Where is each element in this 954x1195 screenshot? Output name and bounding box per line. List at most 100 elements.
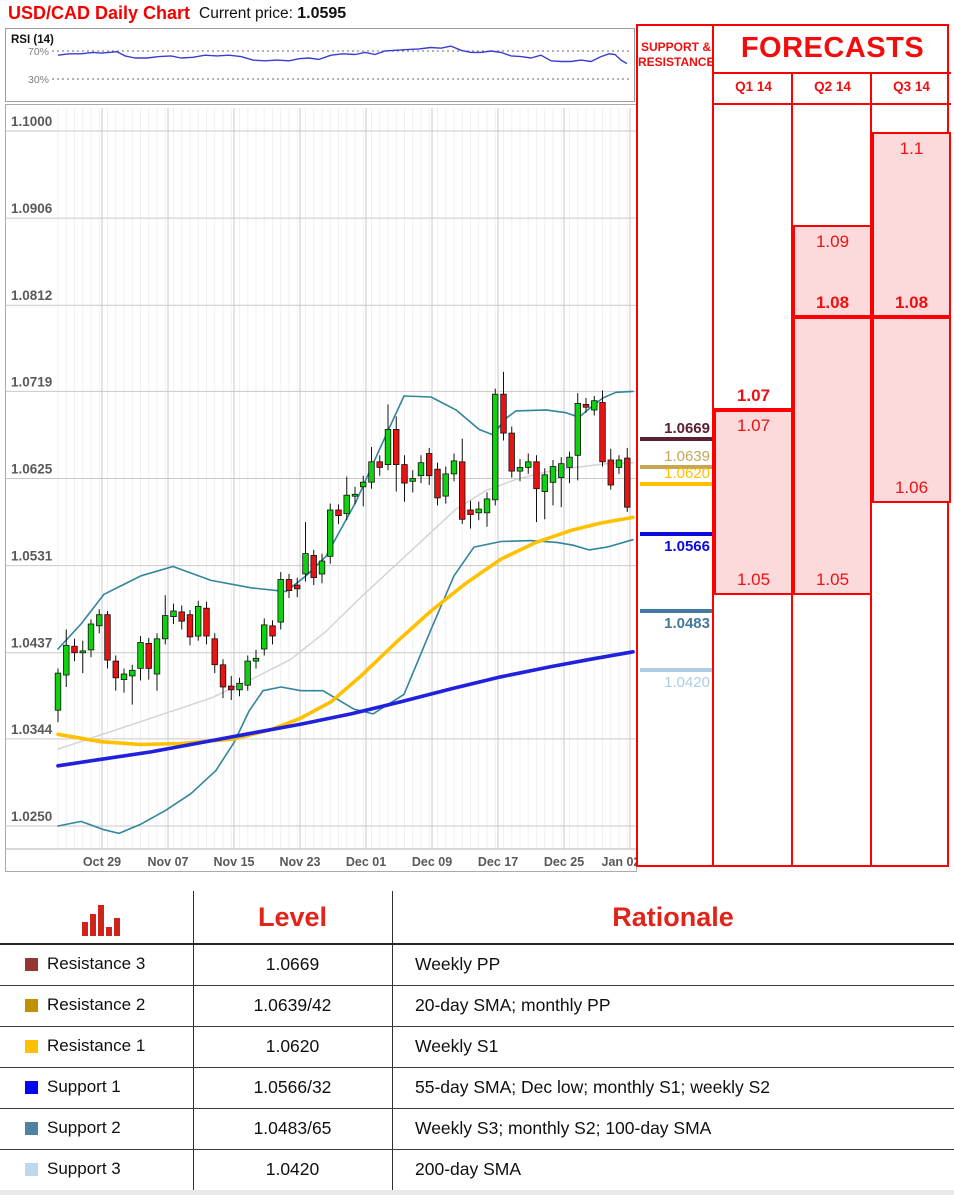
bar-chart-icon [82, 905, 120, 936]
support-resistance-value: 1.0620 [664, 465, 710, 483]
level-value: 1.0620 [265, 1036, 320, 1056]
svg-text:Dec 25: Dec 25 [544, 855, 584, 869]
table-row: Resistance 2 1.0639/42 20-day SMA; monthly… [0, 986, 954, 1027]
level-rationale: Weekly S1 [415, 1036, 499, 1056]
level-swatch [25, 1163, 38, 1176]
svg-text:Nov 07: Nov 07 [148, 855, 189, 869]
support-resistance-value: 1.0639 [664, 447, 710, 465]
svg-text:Dec 17: Dec 17 [478, 855, 518, 869]
forecast-value: 1.08 [894, 293, 929, 313]
support-resistance-value: 1.0420 [664, 673, 710, 691]
table-header-row: Level Rationale [0, 891, 954, 945]
svg-text:1.1000: 1.1000 [11, 114, 52, 129]
svg-text:Dec 09: Dec 09 [412, 855, 452, 869]
svg-text:Nov 23: Nov 23 [280, 855, 321, 869]
svg-text:Nov 15: Nov 15 [214, 855, 255, 869]
table-row: Support 1 1.0566/32 55-day SMA; Dec low; m… [0, 1068, 954, 1109]
forecast-value: 1.1 [899, 139, 924, 158]
level-name: Support 1 [47, 1077, 121, 1096]
level-value: 1.0483/65 [253, 1118, 332, 1138]
forecast-range-box [793, 224, 872, 596]
table-row: Resistance 3 1.0669 Weekly PP [0, 945, 954, 986]
level-rationale: Weekly PP [415, 954, 501, 974]
svg-text:Jan 02: Jan 02 [602, 855, 636, 869]
current-price-value: 1.0595 [297, 5, 347, 22]
support-resistance-value: 1.0566 [664, 538, 710, 556]
table-row: Support 3 1.0420 200-day SMA [0, 1150, 954, 1191]
forecast-panel: SUPPORT & RESISTANCE FORECASTS Q1 14 1.07… [636, 24, 951, 867]
table-column-divider [193, 891, 194, 1190]
table-header-rationale: Rationale [612, 902, 734, 932]
level-value: 1.0420 [265, 1159, 320, 1179]
level-rationale: 55-day SMA; Dec low; monthly S1; weekly … [415, 1077, 771, 1097]
forecast-level-line [714, 408, 793, 412]
support-resistance-line [640, 436, 712, 441]
rsi-panel: RSI (14) 70% 30% [5, 28, 635, 102]
table-header-level: Level [257, 902, 328, 932]
level-name: Resistance 2 [47, 995, 146, 1014]
level-value: 1.0669 [265, 954, 320, 974]
level-rationale: 20-day SMA; monthly PP [415, 995, 611, 1015]
support-resistance-line [640, 667, 712, 672]
level-rationale: 200-day SMA [415, 1159, 522, 1179]
forecast-level-line [793, 315, 872, 320]
level-swatch [25, 958, 38, 971]
forecast-value: 1.05 [736, 570, 771, 590]
support-resistance-header-line2: RESISTANCE [638, 55, 715, 69]
forecast-value: 1.07 [736, 416, 771, 435]
page-title: USD/CAD Daily Chart [8, 3, 191, 23]
forecast-value: 1.05 [815, 570, 850, 590]
forecast-divider [712, 26, 714, 865]
forecast-quarter-label: Q3 14 [893, 79, 930, 94]
svg-text:70%: 70% [28, 46, 49, 58]
svg-text:30%: 30% [28, 74, 49, 86]
level-swatch [25, 1040, 38, 1053]
level-swatch [25, 999, 38, 1012]
current-price-label: Current price: [199, 5, 293, 22]
forecast-value: 1.09 [815, 231, 850, 251]
level-name: Support 2 [47, 1118, 121, 1137]
support-resistance-header-line1: SUPPORT & [640, 40, 711, 54]
table-row: Support 2 1.0483/65 Weekly S3; monthly S2;… [0, 1109, 954, 1150]
support-resistance-line [640, 532, 712, 537]
support-resistance-value: 1.0483 [664, 615, 710, 633]
svg-text:1.0531: 1.0531 [11, 549, 53, 564]
candlestick-plot: 1.1000 1.0906 1.0812 1.0719 1.0625 1.0531 1.04… [6, 108, 636, 869]
forecast-range-box [714, 410, 793, 596]
forecast-quarter-label: Q2 14 [814, 79, 851, 94]
level-swatch [25, 1122, 38, 1135]
svg-text:Oct 29: Oct 29 [83, 855, 121, 869]
levels-table: Level Rationale Resistance 3 1.0669 Weekly… [0, 891, 954, 1191]
svg-text:1.0250: 1.0250 [11, 809, 52, 824]
svg-text:1.0719: 1.0719 [11, 374, 52, 389]
svg-text:1.0344: 1.0344 [11, 722, 53, 737]
support-resistance-line [640, 482, 712, 487]
level-value: 1.0566/32 [253, 1077, 332, 1097]
svg-text:Dec 01: Dec 01 [346, 855, 386, 869]
level-name: Resistance 1 [47, 1036, 146, 1055]
support-resistance-line [640, 464, 712, 469]
svg-text:1.0625: 1.0625 [11, 462, 53, 477]
forecast-value: 1.06 [894, 477, 929, 497]
forecast-quarter-label: Q1 14 [735, 79, 772, 94]
level-name: Resistance 3 [47, 954, 146, 973]
svg-text:RSI (14): RSI (14) [11, 34, 54, 46]
support-resistance-line [640, 609, 712, 614]
level-rationale: Weekly S3; monthly S2; 100-day SMA [415, 1118, 712, 1138]
current-price: Current price: 1.0595 [199, 5, 346, 23]
forecast-divider [714, 103, 951, 105]
table-column-divider [392, 891, 393, 1190]
svg-text:1.0906: 1.0906 [11, 201, 53, 216]
support-resistance-value: 1.0669 [664, 419, 710, 437]
candlestick-chart: 1.1000 1.0906 1.0812 1.0719 1.0625 1.0531 1.04… [5, 104, 637, 872]
support-resistance-header: SUPPORT & RESISTANCE [638, 40, 714, 70]
forecast-level-line [872, 315, 951, 320]
rsi-plot: RSI (14)70% 30% [11, 34, 630, 86]
level-name: Support 3 [47, 1159, 121, 1178]
level-value: 1.0639/42 [253, 995, 332, 1015]
forecasts-title: FORECASTS [740, 32, 925, 64]
svg-text:1.0437: 1.0437 [11, 636, 52, 651]
forecast-divider [714, 72, 951, 74]
level-swatch [25, 1081, 38, 1094]
svg-text:1.0812: 1.0812 [11, 288, 52, 303]
